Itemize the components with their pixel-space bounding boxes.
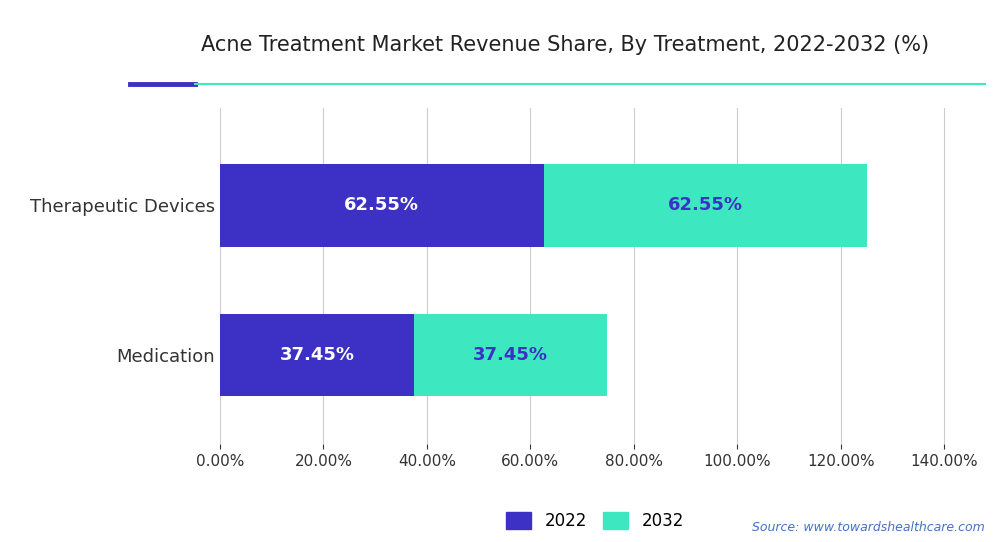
Text: Acne Treatment Market Revenue Share, By Treatment, 2022-2032 (%): Acne Treatment Market Revenue Share, By … <box>201 35 929 55</box>
Text: 62.55%: 62.55% <box>668 197 743 215</box>
Bar <box>414 314 607 396</box>
Legend: 2022, 2032: 2022, 2032 <box>499 506 691 537</box>
Text: 62.55%: 62.55% <box>344 197 419 215</box>
Bar <box>220 314 414 396</box>
Bar <box>220 164 544 247</box>
Bar <box>544 164 867 247</box>
Text: Source: www.towardshealthcare.com: Source: www.towardshealthcare.com <box>752 521 985 534</box>
Text: 37.45%: 37.45% <box>473 346 548 364</box>
Text: 37.45%: 37.45% <box>279 346 354 364</box>
